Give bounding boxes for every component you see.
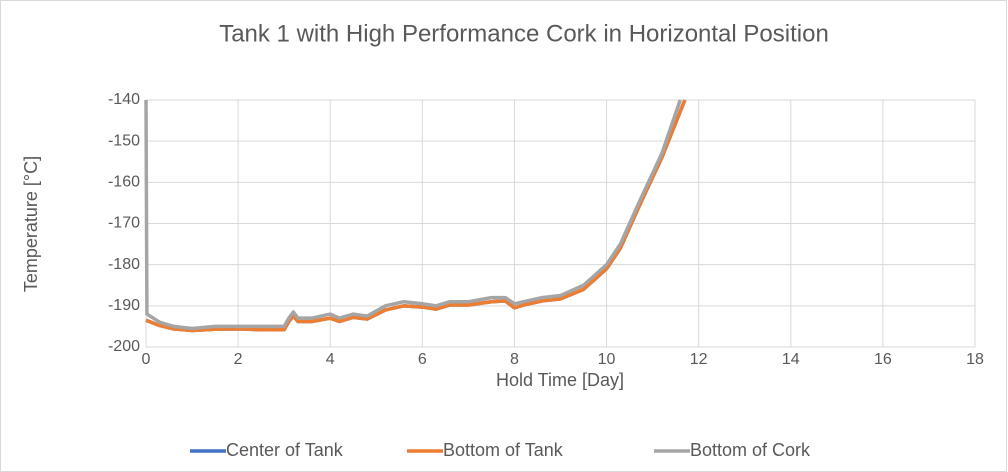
- x-tick-label: 8: [510, 351, 519, 368]
- y-tick-label: -160: [108, 174, 140, 191]
- y-tick-label: -190: [108, 297, 140, 314]
- x-tick-label: 18: [966, 351, 984, 368]
- y-tick-label: -140: [108, 91, 140, 108]
- y-axis-label: Temperature [°C]: [21, 156, 41, 292]
- legend-label: Center of Tank: [226, 440, 344, 460]
- y-tick-label: -150: [108, 132, 140, 149]
- x-tick-label: 14: [782, 351, 800, 368]
- y-tick-label: -200: [108, 338, 140, 355]
- chart-title: Tank 1 with High Performance Cork in Hor…: [219, 20, 829, 47]
- x-tick-label: 16: [874, 351, 892, 368]
- legend-label: Bottom of Cork: [690, 440, 811, 460]
- x-tick-label: 0: [142, 351, 151, 368]
- plot-area: [144, 99, 687, 333]
- series-line: [144, 99, 682, 331]
- x-tick-label: 4: [326, 351, 335, 368]
- x-tick-label: 2: [234, 351, 243, 368]
- series-line: [145, 99, 687, 333]
- x-tick-label: 6: [418, 351, 427, 368]
- x-axis-label: Hold Time [Day]: [496, 370, 624, 390]
- legend-label: Bottom of Tank: [443, 440, 564, 460]
- y-tick-label: -180: [108, 256, 140, 273]
- y-tick-label: -170: [108, 215, 140, 232]
- x-tick-label: 10: [598, 351, 616, 368]
- x-tick-label: 12: [690, 351, 708, 368]
